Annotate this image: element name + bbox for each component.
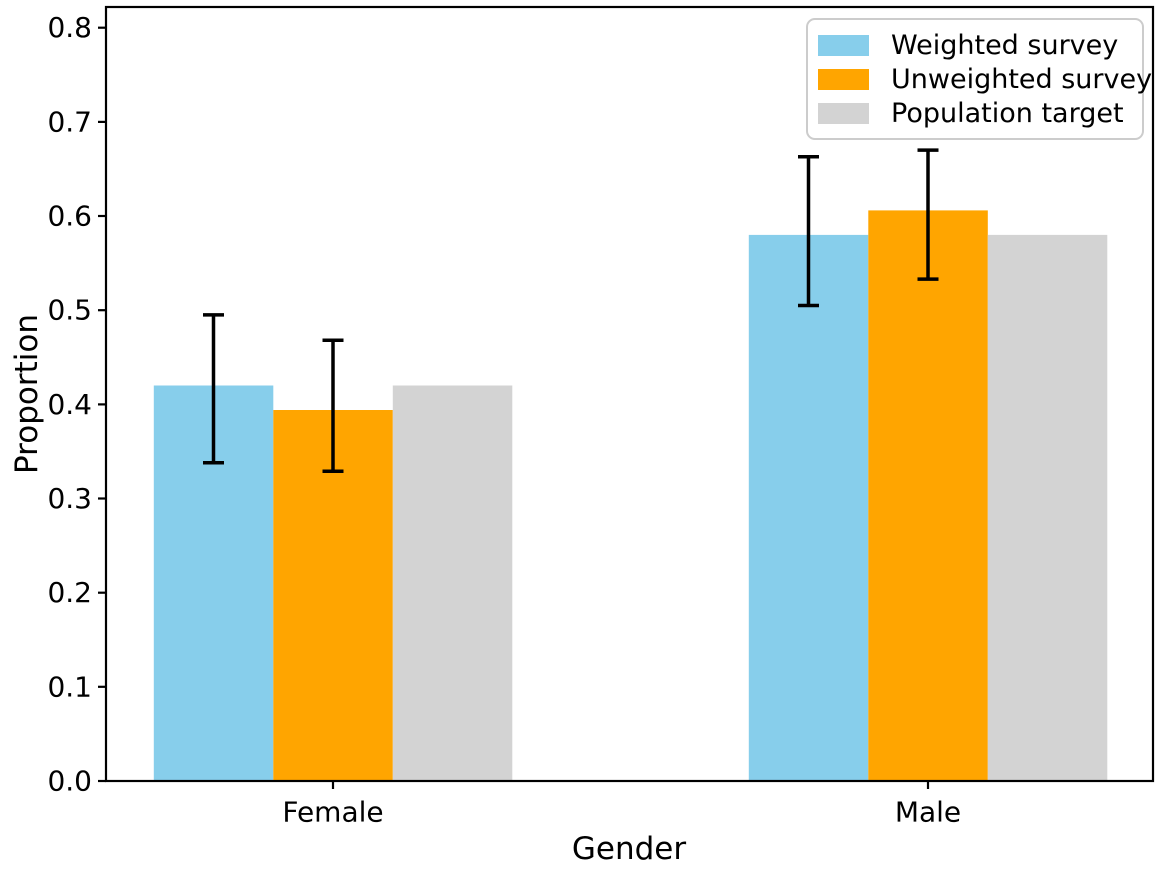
y-axis-label: Proportion bbox=[9, 314, 45, 474]
y-tick-label: 0.3 bbox=[47, 482, 92, 515]
legend-swatch-population-target bbox=[818, 102, 869, 124]
legend-label-population-target: Population target bbox=[891, 97, 1124, 129]
legend-swatch-unweighted-survey bbox=[818, 68, 869, 90]
y-tick-label: 0.5 bbox=[47, 294, 92, 327]
x-tick-label-female: Female bbox=[282, 795, 384, 829]
error-bar-weighted-survey-male bbox=[798, 154, 819, 308]
legend: Weighted survey Unweighted survey Popula… bbox=[806, 18, 1152, 140]
legend-entry-weighted-survey: Weighted survey bbox=[818, 28, 1134, 62]
error-bar-unweighted-survey-male bbox=[917, 148, 939, 281]
error-bars-layer bbox=[203, 148, 939, 473]
legend-entry-unweighted-survey: Unweighted survey bbox=[818, 62, 1152, 96]
bar-population-target-female bbox=[392, 385, 513, 781]
y-tick-label: 0.7 bbox=[47, 105, 92, 138]
bar-unweighted-survey-male bbox=[868, 210, 988, 781]
bar-population-target-male bbox=[987, 234, 1108, 781]
legend-label-unweighted-survey: Unweighted survey bbox=[891, 63, 1153, 95]
axes-layer: 0.0 0.1 0.2 0.3 0.4 0.5 0.6 0.7 0.8 bbox=[47, 5, 1155, 798]
y-tick-label: 0.0 bbox=[47, 765, 92, 798]
y-tick-label: 0.4 bbox=[47, 388, 92, 421]
x-tick-label-male: Male bbox=[894, 795, 962, 829]
y-tick-label: 0.6 bbox=[47, 200, 92, 233]
legend-swatch-weighted-survey bbox=[818, 34, 869, 56]
error-bar-unweighted-survey-female bbox=[322, 338, 344, 473]
y-tick-label: 0.1 bbox=[47, 670, 92, 703]
plot-frame bbox=[104, 5, 1155, 783]
bar-weighted-survey-male bbox=[748, 234, 869, 781]
error-bar-weighted-survey-female bbox=[203, 313, 224, 465]
legend-entry-population-target: Population target bbox=[818, 96, 1134, 130]
y-tick-label: 0.8 bbox=[47, 11, 92, 44]
legend-label-weighted-survey: Weighted survey bbox=[891, 29, 1119, 61]
y-tick-label: 0.2 bbox=[47, 576, 92, 609]
x-axis-label: Gender bbox=[571, 831, 687, 867]
bars-layer bbox=[153, 210, 1108, 781]
